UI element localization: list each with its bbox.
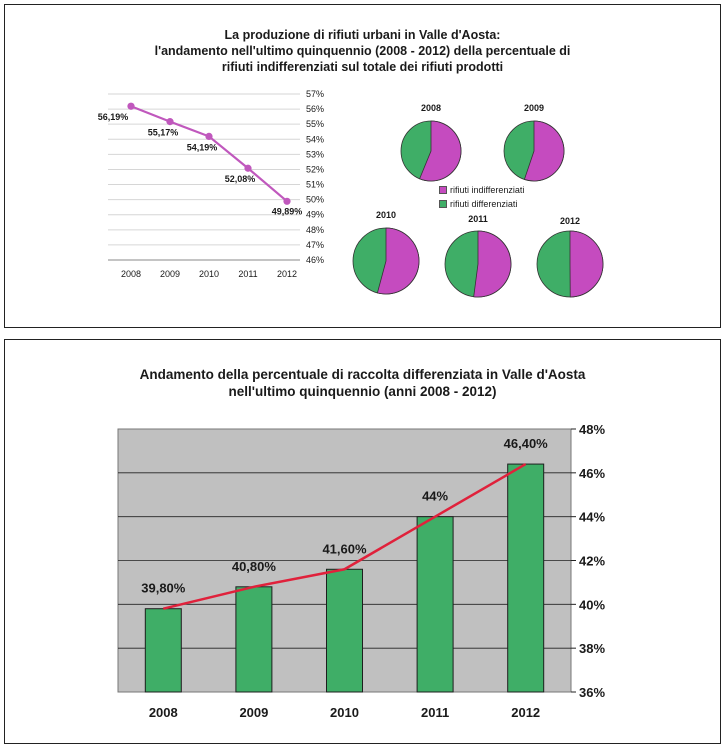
bottom-title-line-2: nell'ultimo quinquennio (anni 2008 - 201…	[228, 384, 497, 399]
pie-slice-indifferenziati	[569, 230, 604, 298]
line-chart-ytick: 53%	[306, 149, 324, 159]
line-chart-data-label: 49,89%	[272, 206, 303, 216]
bar-chart-bar	[416, 516, 454, 693]
legend-item-differenziati: rifiuti differenziati	[439, 199, 517, 209]
line-chart-data-label: 56,19%	[98, 112, 129, 122]
legend-item-indifferenziati: rifiuti indifferenziati	[439, 185, 524, 195]
line-chart-ytick: 48%	[306, 225, 324, 235]
line-chart-data-label: 52,08%	[225, 174, 256, 184]
pie-slice-indifferenziati	[523, 120, 565, 182]
pie-year-label: 2008	[421, 103, 441, 113]
top-panel: La produzione di rifiuti urbani in Valle…	[4, 4, 721, 328]
bar-chart-data-label: 46,40%	[504, 436, 549, 451]
legend-label-differenziati: rifiuti differenziati	[450, 199, 518, 209]
bar-chart-data-label: 39,80%	[141, 581, 186, 596]
line-chart-ytick: 52%	[306, 164, 324, 174]
line-chart-ytick: 54%	[306, 134, 324, 144]
line-chart-ytick: 46%	[306, 255, 324, 265]
legend-label-indifferenziati: rifiuti indifferenziati	[450, 185, 525, 195]
bar-chart-ytick: 38%	[579, 641, 605, 656]
bar-chart-ytick: 42%	[579, 554, 605, 569]
pie-year-label: 2009	[524, 103, 544, 113]
top-title-line-3: rifiuti indifferenziati sul totale dei r…	[221, 60, 504, 74]
bar-chart-xtick: 2009	[239, 705, 268, 720]
bar-chart-data-label: 41,60%	[322, 541, 367, 556]
line-chart-data-label: 55,17%	[148, 128, 179, 138]
pie-slice-indifferenziati	[376, 227, 420, 295]
line-chart-ytick: 49%	[306, 210, 324, 220]
pie-slice-indifferenziati	[419, 120, 462, 182]
pie-slice-indifferenziati	[473, 230, 512, 298]
bar-chart-ytick: 48%	[579, 422, 605, 437]
line-chart-ytick: 57%	[306, 89, 324, 99]
line-chart-ytick: 51%	[306, 180, 324, 190]
bar-chart-ytick: 44%	[579, 510, 605, 525]
bottom-chart-title: Andamento della percentuale di raccolta …	[5, 366, 720, 400]
line-chart-point	[283, 197, 291, 205]
line-chart-point	[166, 118, 174, 126]
bar-chart-ytick: 36%	[579, 685, 605, 700]
bar-chart-xtick: 2012	[511, 705, 540, 720]
bar-chart-xtick: 2010	[330, 705, 359, 720]
top-chart-title: La produzione di rifiuti urbani in Valle…	[5, 27, 720, 75]
bar-chart-ytick: 40%	[579, 597, 605, 612]
line-chart-xtick: 2008	[121, 269, 141, 279]
pie-year-label: 2010	[376, 210, 396, 220]
line-chart-point	[127, 102, 135, 110]
line-chart-ytick: 47%	[306, 240, 324, 250]
line-chart-point	[244, 164, 252, 172]
bar-chart-ytick: 46%	[579, 466, 605, 481]
line-chart: 46% 47% 48% 49% 50% 51% 52% 53% 54% 55% 56% 57% 2008…	[98, 89, 324, 279]
line-chart-point	[205, 132, 213, 141]
bottom-panel: Andamento della percentuale di raccolta …	[4, 339, 721, 744]
bar-chart: 36% 38% 40% 42% 44% 46% 48% 39,80% 40,80% 41,60% 4…	[117, 422, 605, 720]
line-chart-ytick: 56%	[306, 104, 324, 114]
line-chart-xtick: 2010	[199, 269, 219, 279]
bar-chart-bar	[235, 586, 273, 693]
bar-chart-xtick: 2008	[149, 705, 178, 720]
legend-swatch-magenta	[439, 186, 447, 194]
line-chart-data-label: 54,19%	[187, 142, 218, 152]
bar-chart-trend-line	[163, 462, 527, 610]
line-chart-xtick: 2012	[277, 269, 297, 279]
bar-chart-data-label: 44%	[422, 489, 448, 504]
legend-swatch-green	[439, 200, 447, 208]
line-chart-xtick: 2009	[160, 269, 180, 279]
bottom-title-line-1: Andamento della percentuale di raccolta …	[139, 367, 586, 382]
line-chart-ytick: 55%	[306, 119, 324, 129]
pie-year-label: 2011	[468, 214, 488, 224]
line-chart-ytick: 50%	[306, 195, 324, 205]
bar-chart-bar	[326, 568, 363, 693]
line-chart-xtick: 2011	[238, 269, 257, 279]
top-title-line-2: l'andamento nell'ultimo quinquennio (200…	[154, 44, 571, 58]
bar-chart-data-label: 40,80%	[232, 559, 277, 574]
pie-charts: 2008 2009 2010 2011 2012	[352, 103, 604, 298]
bar-chart-bar	[144, 608, 182, 693]
bar-chart-bar	[507, 463, 545, 693]
pie-year-label: 2012	[560, 216, 580, 226]
bar-chart-xtick: 2011	[421, 705, 449, 720]
top-title-line-1: La produzione di rifiuti urbani in Valle…	[224, 28, 501, 42]
